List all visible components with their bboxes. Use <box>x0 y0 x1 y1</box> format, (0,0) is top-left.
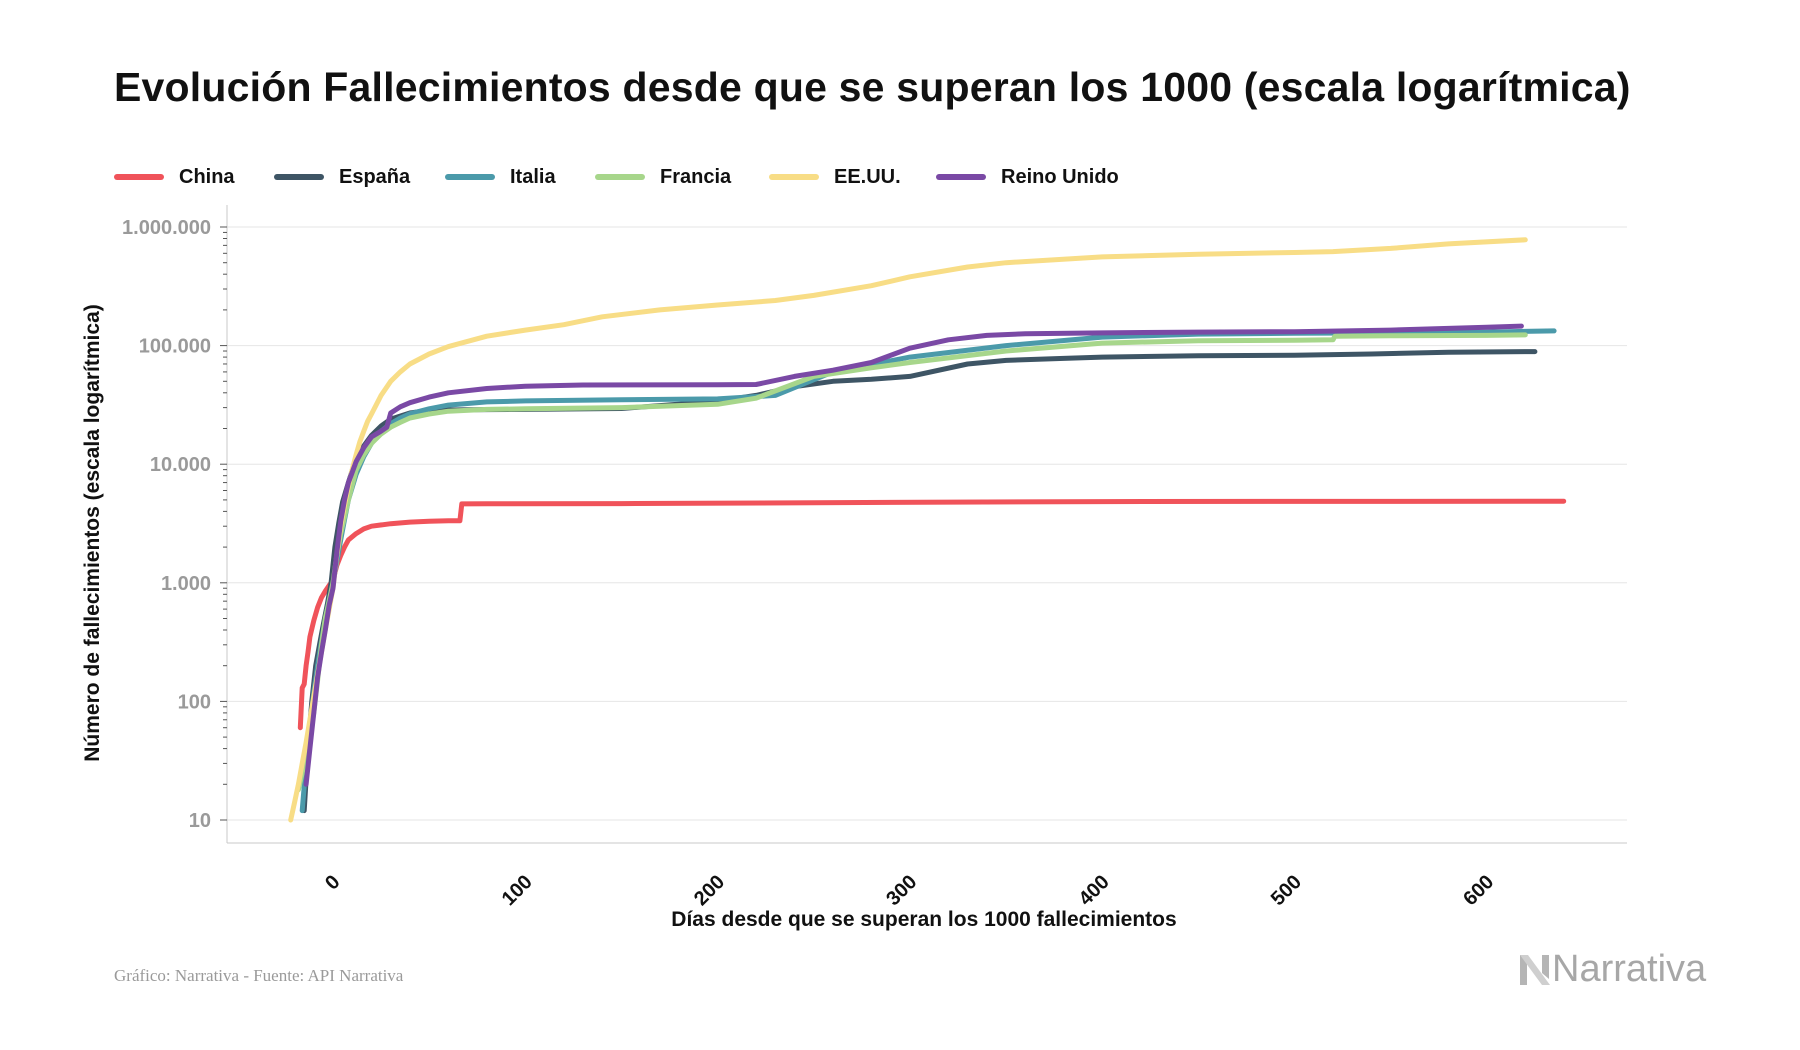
legend-swatch-eeuu <box>769 174 819 180</box>
legend-swatch-reino-unido <box>936 174 986 180</box>
legend-item-china: China <box>114 162 235 192</box>
x-tick-label: 100 <box>498 871 537 910</box>
series-line-reino-unido <box>303 323 1524 787</box>
legend-swatch-china <box>114 174 164 180</box>
legend-label-espana: España <box>339 165 411 188</box>
legend-item-eeuu: EE.UU. <box>769 162 901 192</box>
series-line-italia <box>299 328 1557 814</box>
y-tick-label: 100 <box>178 691 211 713</box>
narrativa-n-icon <box>1520 954 1550 985</box>
legend-label-italia: Italia <box>510 165 556 188</box>
legend-item-reino-unido: Reino Unido <box>936 162 1119 192</box>
legend-label-francia: Francia <box>660 165 732 188</box>
chart-axes: 10 100 1.000 10.000 100.000 1.000.000 0 100 200 3… <box>122 205 1627 910</box>
x-tick-label: 600 <box>1459 871 1498 910</box>
y-tick-label: 1.000.000 <box>122 217 211 239</box>
legend-swatch-espana <box>274 174 324 180</box>
legend-swatch-francia <box>595 174 645 180</box>
series-line-espa-a <box>301 349 1538 814</box>
chart-title: Evolución Fallecimientos desde que se su… <box>114 64 1631 110</box>
x-tick-label: 500 <box>1267 871 1306 910</box>
narrativa-logo: Narrativa <box>1518 948 1706 991</box>
x-tick-label: 0 <box>321 871 344 894</box>
y-tick-label: 10 <box>189 810 211 832</box>
y-axis-label: Número de fallecimientos (escala logarít… <box>81 304 104 762</box>
series-line-ee-uu- <box>288 237 1528 823</box>
legend-item-espana: España <box>274 162 410 192</box>
y-tick-label: 10.000 <box>150 454 211 476</box>
legend-label-eeuu: EE.UU. <box>834 165 901 188</box>
y-tick-label: 1.000 <box>161 573 211 595</box>
x-axis-label: Días desde que se superan los 1000 falle… <box>671 908 1176 931</box>
x-tick-label: 200 <box>690 871 729 910</box>
legend-item-francia: Francia <box>595 162 731 192</box>
legend-label-reino-unido: Reino Unido <box>1001 165 1119 188</box>
legend-item-italia: Italia <box>445 162 556 192</box>
legend-swatch-italia <box>445 174 495 180</box>
logo-text: Narrativa <box>1552 948 1707 990</box>
chart-series <box>288 237 1567 823</box>
x-tick-label: 300 <box>882 871 921 910</box>
legend-label-china: China <box>179 165 235 188</box>
y-tick-label: 100.000 <box>139 336 211 358</box>
chart-axis-labels: Días desde que se superan los 1000 falle… <box>81 304 1177 931</box>
x-tick-label: 400 <box>1075 871 1114 910</box>
series-line-china <box>297 498 1567 731</box>
source-credit: Gráfico: Narrativa - Fuente: API Narrati… <box>114 966 404 985</box>
